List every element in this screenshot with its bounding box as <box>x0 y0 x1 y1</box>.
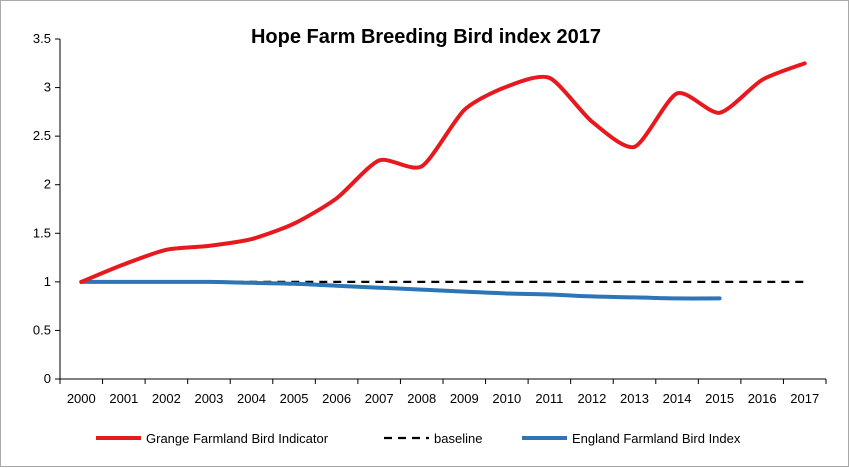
y-tick-label: 3.5 <box>33 31 51 46</box>
x-tick-label: 2007 <box>365 391 394 406</box>
legend: Grange Farmland Bird Indicator baseline En… <box>96 431 741 446</box>
x-tick-label: 2015 <box>705 391 734 406</box>
legend-item: Grange Farmland Bird Indicator <box>96 431 329 446</box>
x-tick-label: 2008 <box>407 391 436 406</box>
y-tick-label: 0 <box>44 371 51 386</box>
x-tick-label: 2014 <box>663 391 692 406</box>
x-tick-label: 2001 <box>109 391 138 406</box>
x-tick-label: 2010 <box>492 391 521 406</box>
y-tick-label: 3 <box>44 80 51 95</box>
legend-label: baseline <box>434 431 482 446</box>
y-tick-label: 1 <box>44 274 51 289</box>
y-tick-label: 0.5 <box>33 322 51 337</box>
x-tick-label: 2016 <box>748 391 777 406</box>
x-tick-label: 2013 <box>620 391 649 406</box>
x-tick-label: 2006 <box>322 391 351 406</box>
x-tick-label: 2011 <box>535 391 563 406</box>
series-layer <box>79 61 807 301</box>
x-tick-label: 2017 <box>790 391 819 406</box>
x-tick-label: 2004 <box>237 391 266 406</box>
x-tick-label: 2003 <box>194 391 223 406</box>
chart-title: Hope Farm Breeding Bird index 2017 <box>251 26 601 48</box>
x-tick-label: 2005 <box>280 391 309 406</box>
x-tick-label: 2002 <box>152 391 181 406</box>
x-tick-label: 2009 <box>450 391 479 406</box>
y-tick-label: 2.5 <box>33 128 51 143</box>
x-tick-label: 2012 <box>577 391 606 406</box>
y-axis: 0 0.5 1 1.5 2 2.5 3 3.5 <box>33 31 61 386</box>
x-tick-label: 2000 <box>67 391 96 406</box>
series-line-england-farmland-bird-index <box>79 279 722 301</box>
legend-label: England Farmland Bird Index <box>572 431 741 446</box>
legend-item: baseline <box>384 431 482 446</box>
x-axis: 2000 2001 2002 2003 2004 2005 2006 2007 2008 2009… <box>59 378 827 406</box>
series-line-grange-farmland-bird-indicator <box>79 61 807 284</box>
legend-label: Grange Farmland Bird Indicator <box>146 431 329 446</box>
y-tick-label: 2 <box>44 177 51 192</box>
legend-item: England Farmland Bird Index <box>522 431 741 446</box>
y-tick-label: 1.5 <box>33 225 51 240</box>
